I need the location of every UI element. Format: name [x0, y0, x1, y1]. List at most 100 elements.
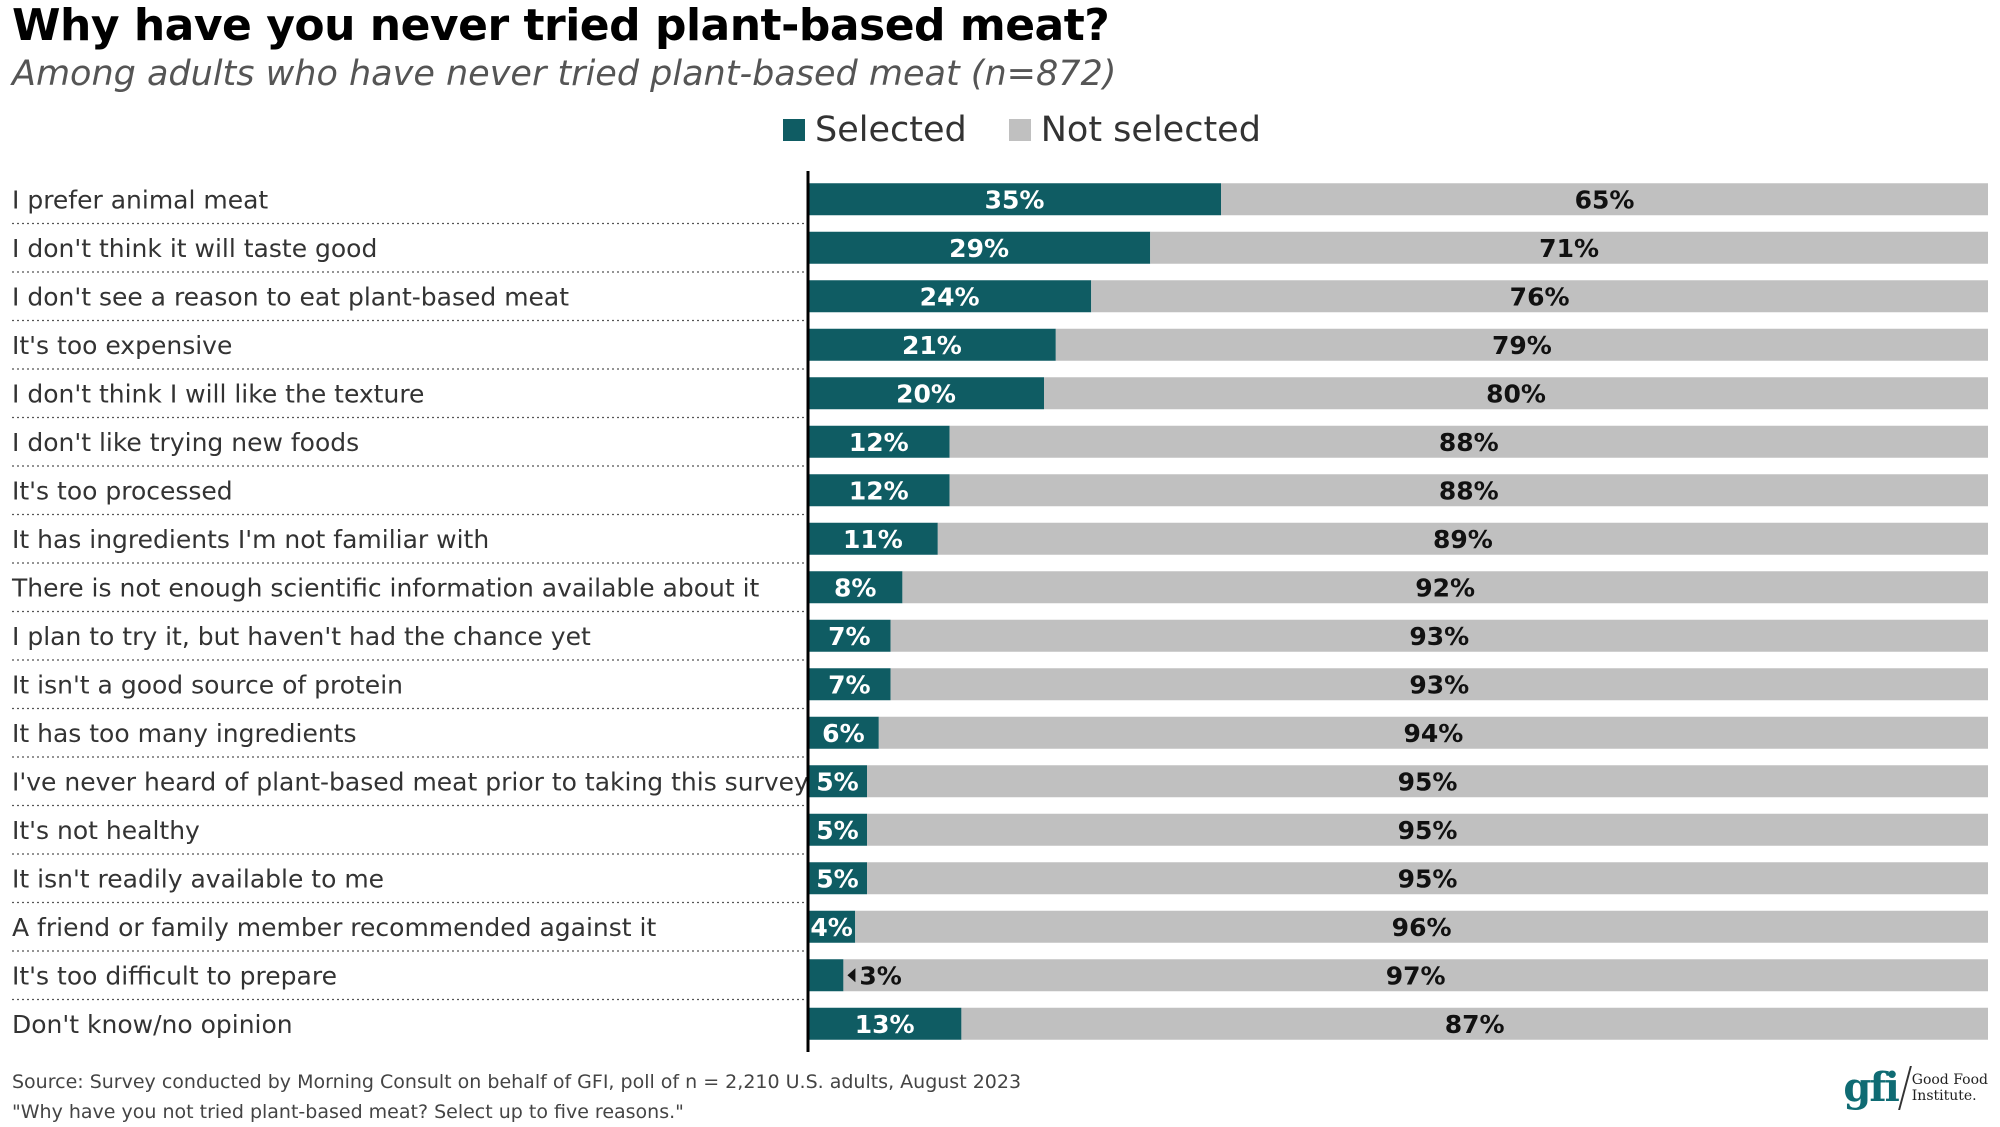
data-label-not-selected: 80%: [1486, 379, 1546, 408]
data-label-not-selected: 96%: [1392, 913, 1452, 942]
category-label: I don't think I will like the texture: [12, 379, 424, 408]
category-label: It's too expensive: [12, 331, 232, 360]
bar-selected: [808, 813, 867, 846]
category-label: It's not healthy: [12, 816, 200, 845]
legend-item-not-selected: Not selected: [1008, 110, 1261, 150]
logo-mark: gfi: [1843, 1064, 1899, 1111]
bar-not-selected: [843, 959, 1988, 992]
legend-item-selected: Selected: [783, 110, 967, 150]
bar-not-selected: [855, 910, 1989, 943]
bar-not-selected: [890, 668, 1988, 701]
bar-selected: [808, 231, 1151, 264]
bar-not-selected: [890, 619, 1988, 652]
bar-selected: [808, 571, 903, 604]
data-label-not-selected: 87%: [1445, 1010, 1505, 1039]
data-label-selected: 35%: [985, 185, 1045, 214]
data-label-selected: 5%: [816, 864, 858, 893]
source-note: Source: Survey conducted by Morning Cons…: [12, 1067, 1021, 1127]
data-label-not-selected: 95%: [1398, 816, 1458, 845]
category-label: I don't see a reason to eat plant-based …: [12, 282, 569, 311]
data-label-selected: 12%: [849, 476, 909, 505]
category-label: A friend or family member recommended ag…: [12, 913, 656, 942]
chart-title: Why have you never tried plant-based mea…: [12, 0, 1110, 51]
legend: Selected Not selected: [783, 108, 1303, 152]
data-label-not-selected: 97%: [1386, 961, 1446, 990]
category-label: I don't think it will taste good: [12, 234, 377, 263]
data-label-selected: 13%: [855, 1010, 915, 1039]
data-label-not-selected: 93%: [1409, 670, 1469, 699]
category-label: There is not enough scientific informati…: [11, 573, 760, 602]
label-pointer: [847, 968, 856, 983]
data-label-selected: 5%: [816, 767, 858, 796]
bar-not-selected: [949, 474, 1988, 507]
bar-selected: [808, 425, 950, 458]
gfi-logo: gfi Good Food Institute.: [1843, 1066, 1988, 1110]
data-label-not-selected: 88%: [1439, 476, 1499, 505]
data-label-selected: 20%: [896, 379, 956, 408]
bar-selected: [808, 328, 1056, 361]
bar-not-selected: [949, 425, 1988, 458]
data-label-selected: 21%: [902, 331, 962, 360]
bar-chart: I prefer animal meat 35% 65% I don't think …: [11, 171, 1989, 1052]
data-label-selected: 7%: [828, 622, 870, 651]
bar-not-selected: [867, 862, 1988, 895]
bar-selected: [808, 910, 856, 943]
data-label-not-selected: 76%: [1510, 282, 1570, 311]
source-line-2: "Why have you not tried plant-based meat…: [12, 1101, 684, 1123]
bar-selected: [808, 959, 844, 992]
bar-not-selected: [1091, 280, 1988, 313]
bar-not-selected: [1044, 377, 1988, 410]
bar-not-selected: [1055, 328, 1988, 361]
data-label-not-selected: 88%: [1439, 428, 1499, 457]
data-label-not-selected: 94%: [1403, 719, 1463, 748]
bar-selected: [808, 716, 879, 749]
source-line-1: Source: Survey conducted by Morning Cons…: [12, 1071, 1022, 1093]
data-label-selected: 6%: [822, 719, 864, 748]
bar-not-selected: [937, 522, 1988, 555]
bar-selected: [808, 522, 938, 555]
category-label: I've never heard of plant-based meat pri…: [12, 767, 809, 796]
bar-not-selected: [1221, 183, 1988, 216]
data-label-not-selected: 95%: [1398, 864, 1458, 893]
data-label-selected: 12%: [849, 428, 909, 457]
bar-not-selected: [1150, 231, 1988, 264]
data-label-selected: 7%: [828, 670, 870, 699]
category-label: I plan to try it, but haven't had the ch…: [12, 622, 591, 651]
category-label: I prefer animal meat: [12, 185, 268, 214]
data-label-selected: 5%: [816, 816, 858, 845]
category-label: It isn't a good source of protein: [12, 670, 403, 699]
data-label-not-selected: 93%: [1409, 622, 1469, 651]
data-label-not-selected: 65%: [1575, 185, 1635, 214]
bar-selected: [808, 862, 867, 895]
bar-not-selected: [878, 716, 1988, 749]
logo-text-line-2: Institute.: [1911, 1088, 1977, 1104]
bar-selected: [808, 765, 867, 798]
bar-not-selected: [867, 813, 1988, 846]
category-label: It has ingredients I'm not familiar with: [12, 525, 489, 554]
category-label: It has too many ingredients: [12, 719, 357, 748]
data-label-not-selected: 79%: [1492, 331, 1552, 360]
data-label-selected: 4%: [810, 913, 852, 942]
logo-text-line-1: Good Food: [1911, 1072, 1988, 1088]
bar-selected: [808, 474, 950, 507]
data-label-selected: 11%: [843, 525, 903, 554]
bar-not-selected: [902, 571, 1988, 604]
logo-divider: [1897, 1066, 1912, 1110]
bar-selected: [808, 619, 891, 652]
bar-selected: [808, 377, 1044, 410]
legend-label-selected: Selected: [815, 110, 967, 150]
data-label-selected: 3%: [859, 961, 901, 990]
logo-text: Good Food Institute.: [1912, 1072, 1988, 1104]
category-label: It's too difficult to prepare: [12, 961, 337, 990]
data-label-selected: 8%: [834, 573, 876, 602]
legend-swatch-not-selected: [1008, 119, 1031, 141]
data-label-selected: 24%: [920, 282, 980, 311]
category-label: Don't know/no opinion: [12, 1010, 293, 1039]
chart-subtitle: Among adults who have never tried plant-…: [12, 54, 1117, 94]
data-label-not-selected: 89%: [1433, 525, 1493, 554]
legend-swatch-selected: [783, 119, 805, 141]
legend-label-not-selected: Not selected: [1040, 110, 1261, 150]
category-label: It's too processed: [12, 476, 233, 505]
category-label: It isn't readily available to me: [12, 864, 384, 893]
data-label-not-selected: 92%: [1415, 573, 1475, 602]
